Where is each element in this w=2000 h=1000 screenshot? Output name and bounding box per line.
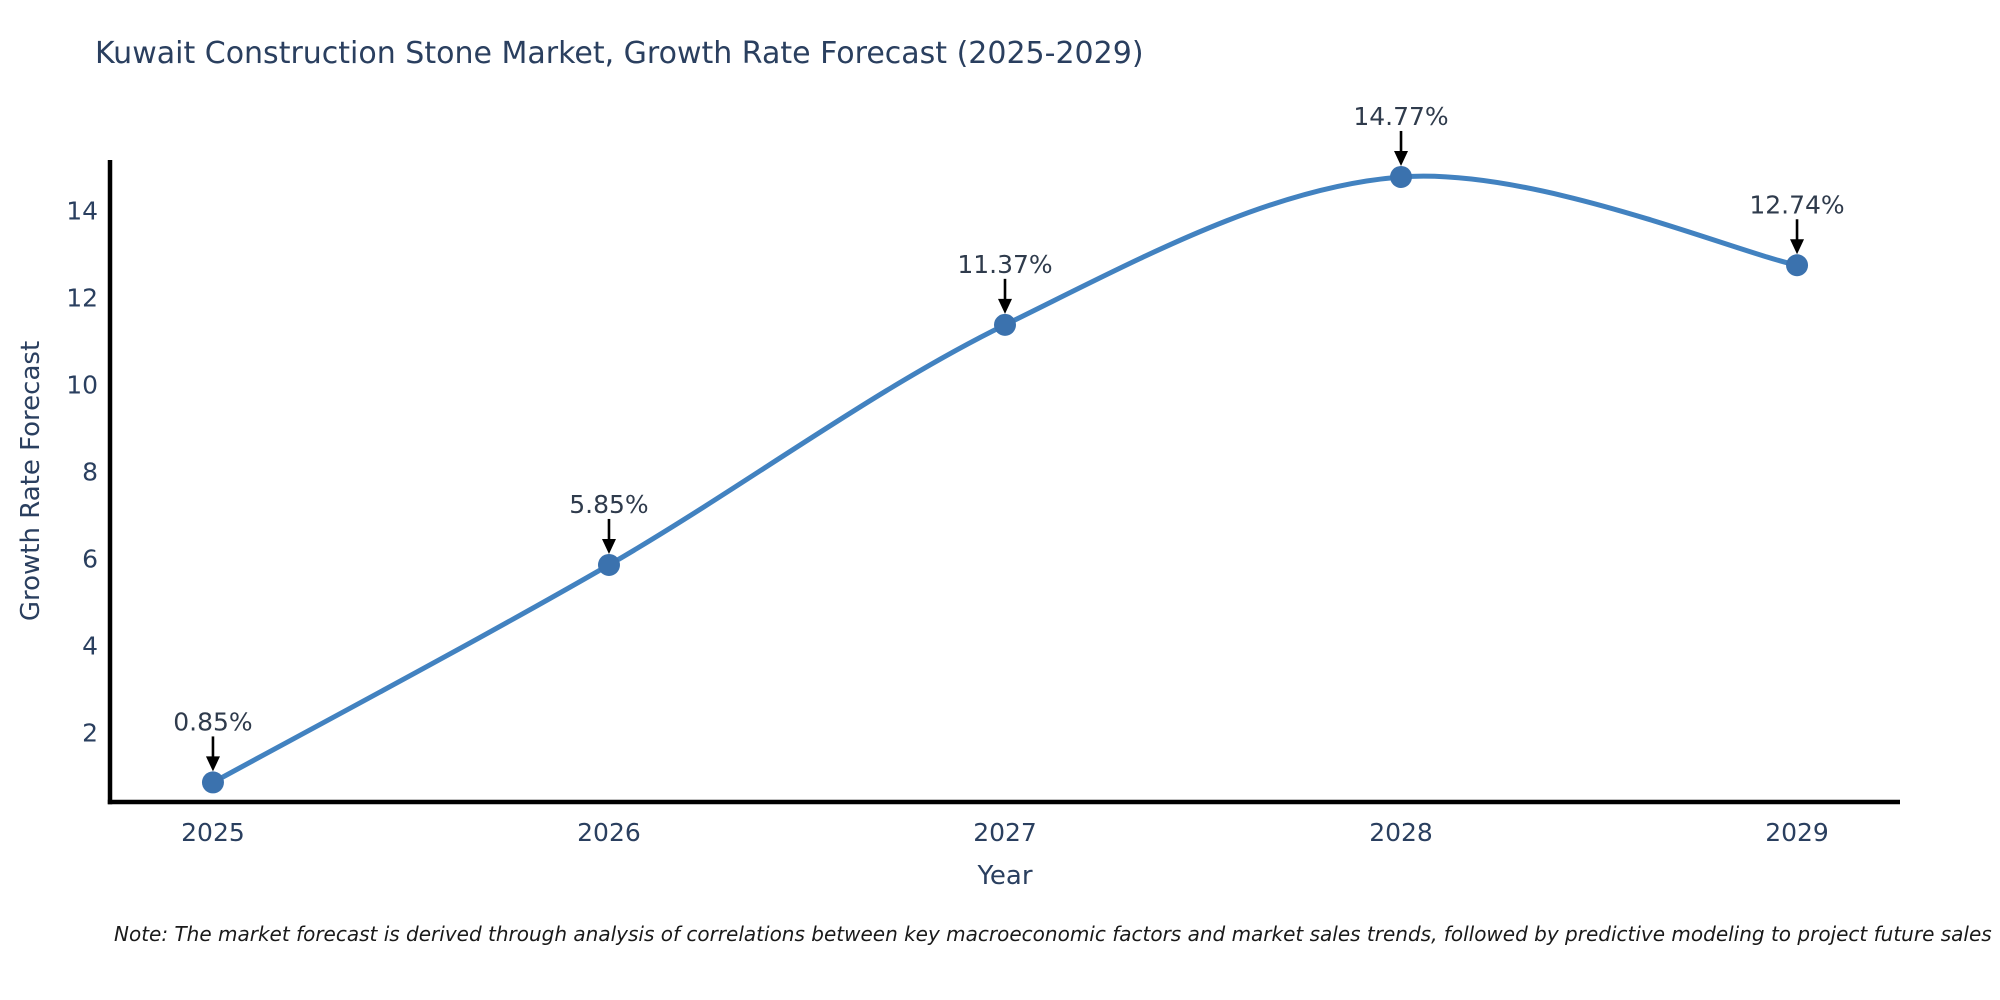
- data-point-marker: [994, 313, 1016, 336]
- x-tick-label: 2025: [181, 818, 245, 847]
- annotation-label: 14.77%: [1353, 102, 1448, 131]
- footnote: Note: The market forecast is derived thr…: [114, 922, 1992, 946]
- annotation-arrow-head: [205, 756, 220, 772]
- y-tick-label: 8: [82, 457, 98, 486]
- annotation-label: 11.37%: [957, 250, 1052, 279]
- chart-title: Kuwait Construction Stone Market, Growth…: [95, 36, 1144, 71]
- y-tick-label: 6: [82, 544, 98, 573]
- x-tick-label: 2028: [1369, 818, 1433, 847]
- x-tick-label: 2029: [1765, 818, 1829, 847]
- annotation-arrow-head: [1790, 239, 1805, 255]
- annotation-label: 0.85%: [173, 707, 252, 736]
- annotation-arrow-head: [601, 538, 616, 554]
- annotation-arrow-head: [998, 298, 1012, 314]
- annotation-arrow-head: [1394, 150, 1409, 166]
- annotation-label: 12.74%: [1749, 190, 1844, 219]
- x-axis-title: Year: [977, 861, 1033, 891]
- y-axis-title: Growth Rate Forecast: [16, 340, 46, 622]
- y-tick-label: 14: [66, 196, 98, 225]
- data-point-marker: [1390, 165, 1413, 188]
- data-point-marker: [597, 553, 620, 576]
- x-tick-label: 2027: [973, 818, 1037, 847]
- data-point-marker: [201, 771, 224, 794]
- y-tick-label: 10: [66, 370, 98, 399]
- data-point-marker: [1786, 254, 1809, 277]
- y-tick-label: 4: [82, 631, 98, 660]
- y-tick-label: 2: [82, 718, 98, 747]
- y-tick-label: 12: [66, 283, 98, 312]
- annotation-label: 5.85%: [569, 490, 648, 519]
- x-tick-label: 2026: [577, 818, 641, 847]
